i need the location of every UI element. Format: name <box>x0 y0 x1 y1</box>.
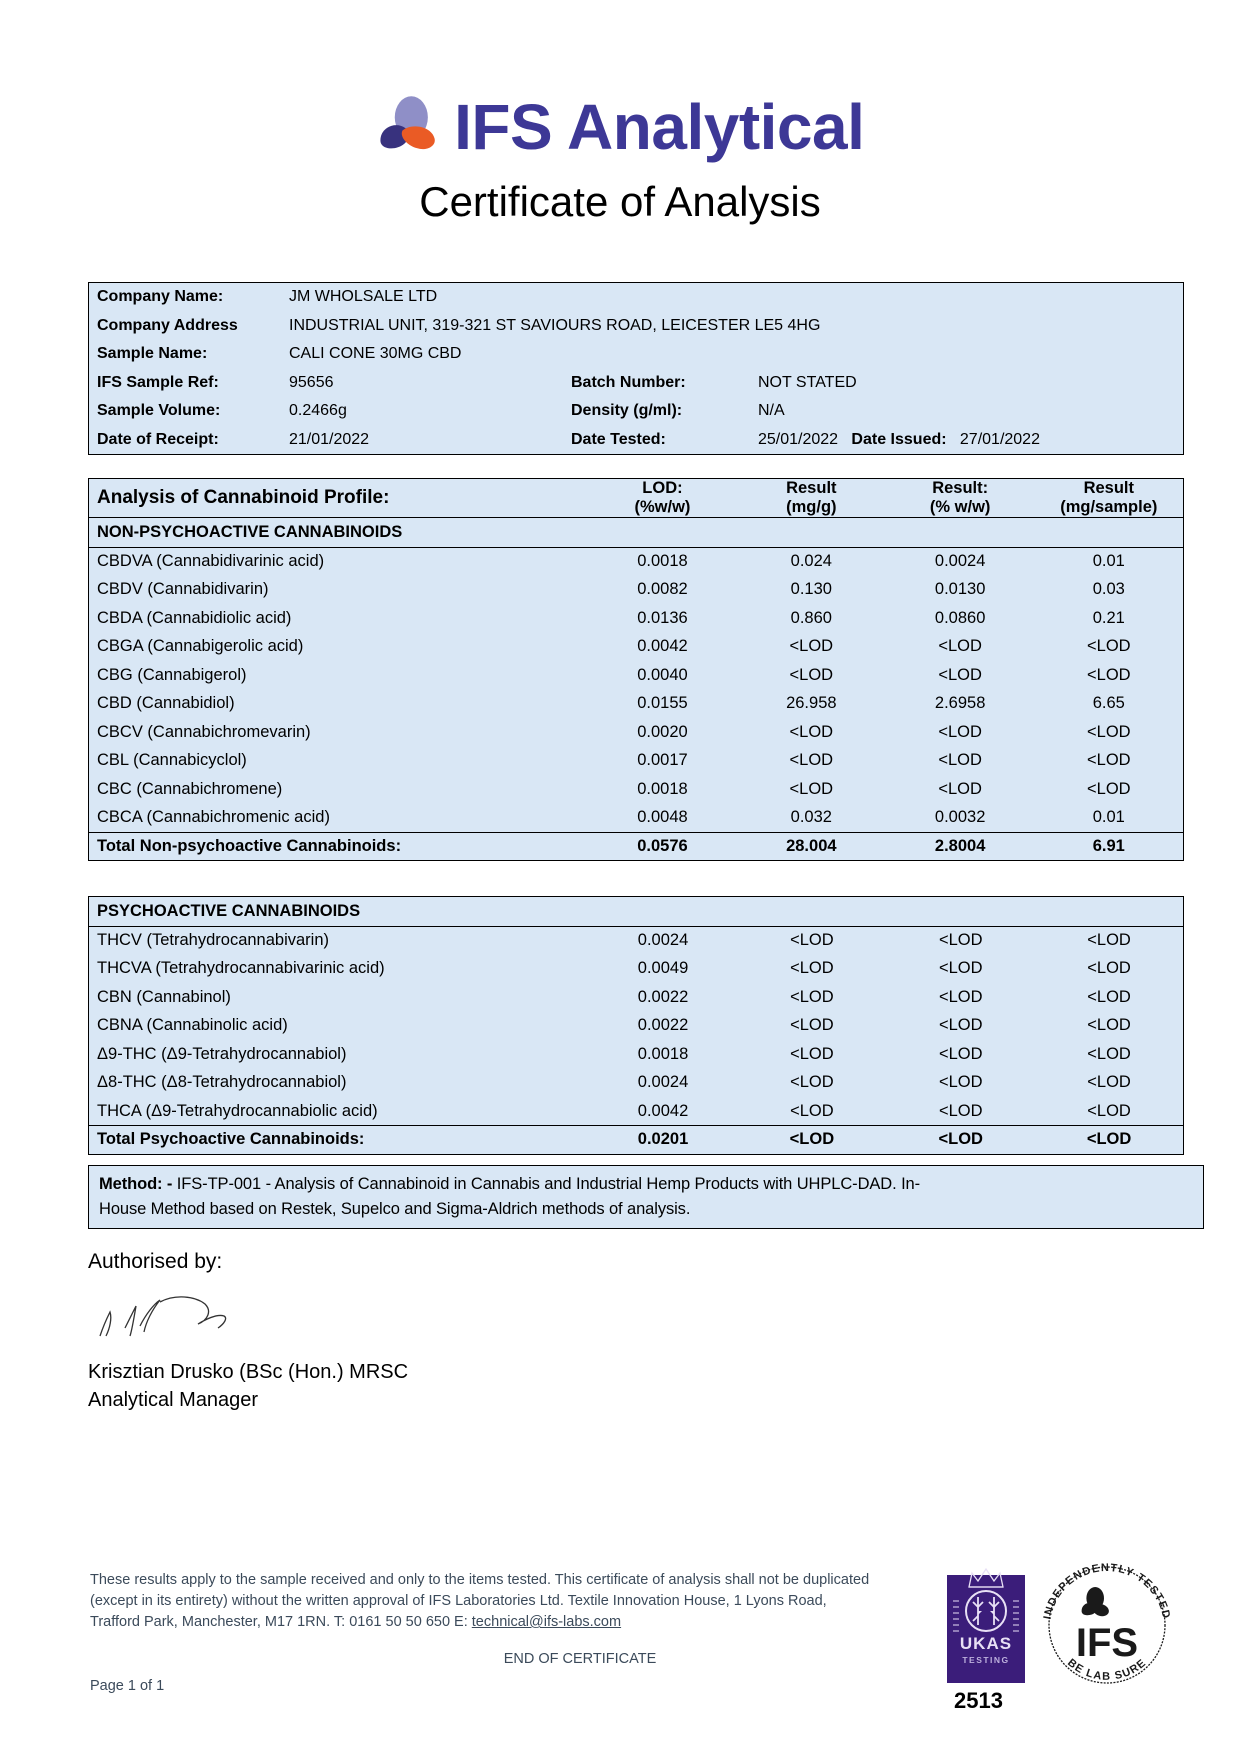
svg-text:IFS: IFS <box>1076 1621 1138 1665</box>
svg-text:UKAS: UKAS <box>960 1634 1012 1653</box>
svg-text:TESTING: TESTING <box>962 1655 1009 1665</box>
